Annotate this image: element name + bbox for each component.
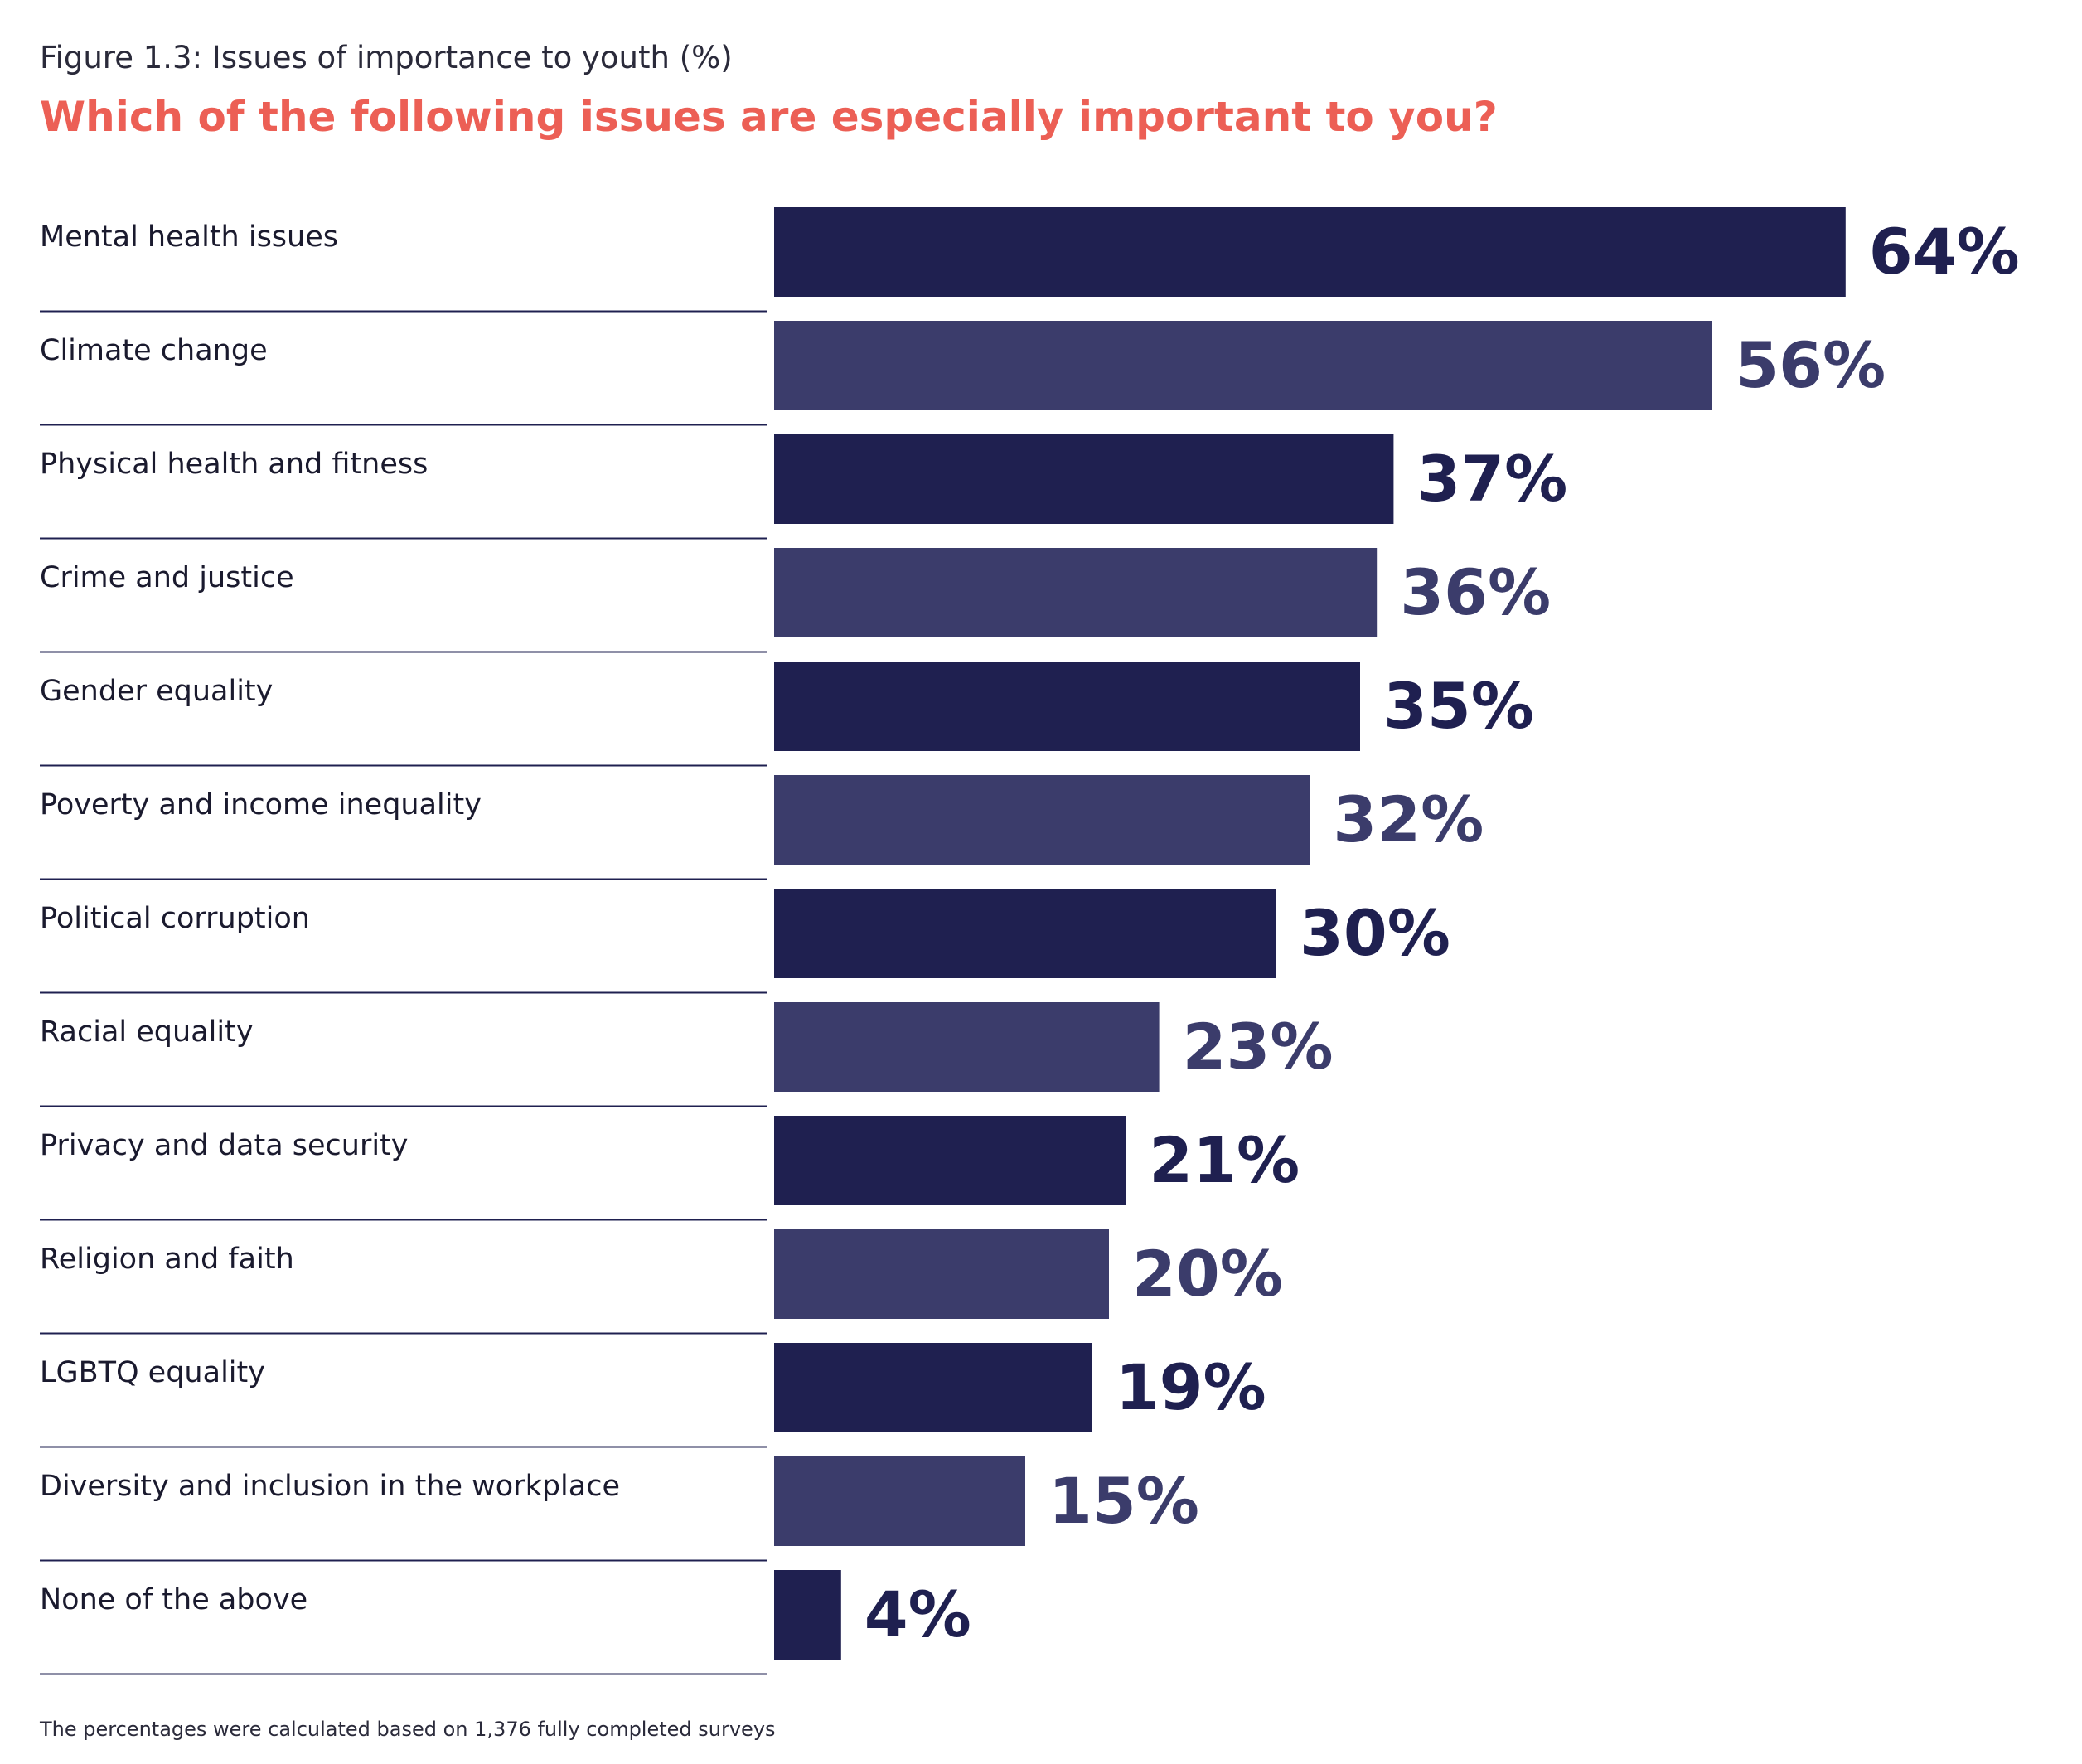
- data-label: 20%: [1132, 1237, 1283, 1311]
- footnote: The percentages were calculated based on…: [40, 1718, 776, 1741]
- category-label: LGBTQ equality: [40, 1356, 265, 1389]
- data-label: 19%: [1116, 1350, 1266, 1424]
- data-label: 15%: [1048, 1464, 1199, 1538]
- bar: [774, 1570, 841, 1660]
- bar: [774, 1002, 1160, 1092]
- data-label: 21%: [1149, 1123, 1300, 1197]
- bar: [774, 889, 1276, 978]
- data-label: 37%: [1416, 442, 1567, 516]
- category-label: Privacy and data security: [40, 1129, 409, 1162]
- category-label: Diversity and inclusion in the workplace: [40, 1470, 620, 1503]
- data-label: 64%: [1869, 215, 2020, 288]
- data-label: 4%: [864, 1577, 971, 1651]
- data-label: 35%: [1383, 669, 1534, 743]
- chart-title: Which of the following issues are especi…: [40, 93, 1498, 141]
- figure-label: Figure 1.3: Issues of importance to yout…: [40, 40, 733, 75]
- bar: [774, 1343, 1092, 1432]
- category-label: Crime and justice: [40, 561, 294, 594]
- bar: [774, 321, 1712, 410]
- category-label: Political corruption: [40, 902, 310, 935]
- category-label: None of the above: [40, 1583, 307, 1616]
- bar: [774, 1116, 1126, 1205]
- category-label: Climate change: [40, 334, 268, 367]
- data-label: 23%: [1183, 1010, 1334, 1083]
- bar: [774, 434, 1394, 524]
- data-label: 32%: [1333, 783, 1484, 856]
- category-label: Poverty and income inequality: [40, 788, 482, 821]
- bar: [774, 548, 1378, 637]
- category-label: Religion and faith: [40, 1243, 294, 1276]
- bar: [774, 1456, 1025, 1546]
- data-label: 56%: [1735, 328, 1886, 402]
- data-label: 36%: [1400, 555, 1551, 629]
- category-label: Mental health issues: [40, 220, 338, 254]
- category-label: Physical health and fitness: [40, 448, 428, 481]
- category-label: Racial equality: [40, 1015, 254, 1049]
- bar: [774, 207, 1846, 297]
- data-label: 30%: [1300, 896, 1450, 970]
- category-label: Gender equality: [40, 675, 273, 708]
- bar: [774, 775, 1310, 865]
- bar: [774, 662, 1360, 751]
- bar: [774, 1229, 1109, 1319]
